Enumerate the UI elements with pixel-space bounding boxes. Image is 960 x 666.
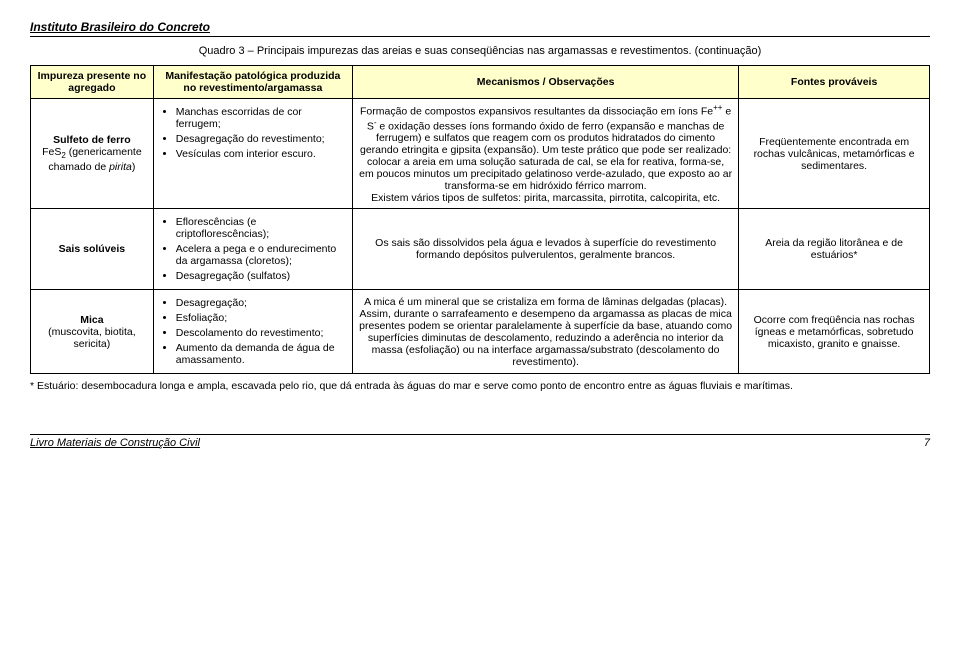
cell-mechanisms: Os sais são dissolvidos pela água e leva… (353, 209, 739, 290)
cell-sources: Freqüentemente encontrada em rochas vulc… (739, 99, 930, 209)
th-sources: Fontes prováveis (739, 66, 930, 99)
table-body: Sulfeto de ferroFeS2 (genericamente cham… (31, 99, 930, 374)
cell-impurity: Sulfeto de ferroFeS2 (genericamente cham… (31, 99, 154, 209)
document-header: Instituto Brasileiro do Concreto (30, 20, 930, 37)
cell-mechanisms: Formação de compostos expansivos resulta… (353, 99, 739, 209)
list-item: Acelera a pega e o endurecimento da arga… (176, 243, 346, 267)
cell-mechanisms: A mica é um mineral que se cristaliza em… (353, 290, 739, 374)
footer-page-number: 7 (924, 437, 930, 449)
cell-manifestation: Desagregação; Esfoliação; Descolamento do … (153, 290, 352, 374)
cell-impurity: Mica(muscovita, biotita, sericita) (31, 290, 154, 374)
list-item: Esfoliação; (176, 312, 346, 324)
list-item: Vesículas com interior escuro. (176, 148, 346, 160)
table-row: Sais solúveisEflorescências (e criptoflo… (31, 209, 930, 290)
cell-impurity: Sais solúveis (31, 209, 154, 290)
th-mechanisms: Mecanismos / Observações (353, 66, 739, 99)
th-manifestation: Manifestação patológica produzida no rev… (153, 66, 352, 99)
impurities-table: Impureza presente no agregado Manifestaç… (30, 65, 930, 374)
footer-book-title: Livro Materiais de Construção Civil (30, 437, 200, 449)
cell-sources: Areia da região litorânea e de estuários… (739, 209, 930, 290)
page-footer: Livro Materiais de Construção Civil 7 (30, 434, 930, 449)
list-item: Desagregação do revestimento; (176, 133, 346, 145)
list-item: Manchas escorridas de cor ferrugem; (176, 106, 346, 130)
footnote: * Estuário: desembocadura longa e ampla,… (30, 380, 930, 394)
cell-manifestation: Manchas escorridas de cor ferrugem; Desag… (153, 99, 352, 209)
table-row: Sulfeto de ferroFeS2 (genericamente cham… (31, 99, 930, 209)
list-item: Aumento da demanda de água de amassament… (176, 342, 346, 366)
th-impurity: Impureza presente no agregado (31, 66, 154, 99)
list-item: Eflorescências (e criptoflorescências); (176, 216, 346, 240)
table-caption: Quadro 3 – Principais impurezas das arei… (30, 45, 930, 57)
table-row: Mica(muscovita, biotita, sericita)Desagr… (31, 290, 930, 374)
list-item: Desagregação (sulfatos) (176, 270, 346, 282)
cell-sources: Ocorre com freqüência nas rochas ígneas … (739, 290, 930, 374)
cell-manifestation: Eflorescências (e criptoflorescências); A… (153, 209, 352, 290)
list-item: Descolamento do revestimento; (176, 327, 346, 339)
list-item: Desagregação; (176, 297, 346, 309)
